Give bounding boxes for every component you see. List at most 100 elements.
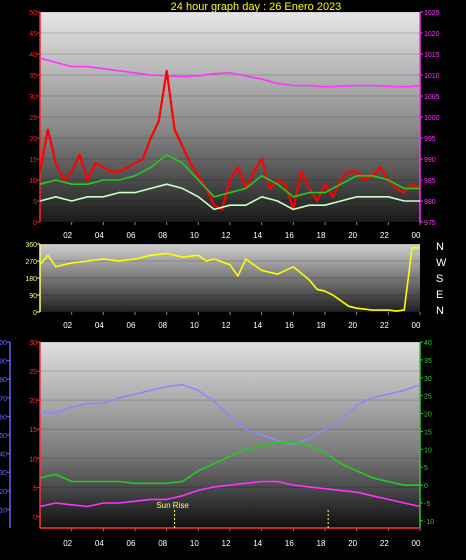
- y-tick-label: 5: [424, 465, 428, 472]
- compass-south: S: [436, 273, 444, 285]
- y-tick-label: 0: [33, 514, 37, 521]
- plot-background: [40, 12, 420, 222]
- y-tick-label: 25: [424, 394, 432, 401]
- y-tick-label: 10: [424, 447, 432, 454]
- y-tick-label: 10: [29, 456, 37, 463]
- y-tick-label: 30: [424, 376, 432, 383]
- y-tick-label: 1010: [424, 73, 440, 80]
- y-tick-label: 90: [29, 293, 37, 300]
- x-tick-label: 06: [127, 539, 136, 548]
- compass-north-top: N: [436, 241, 444, 253]
- plot-background: [40, 244, 420, 312]
- wind-direction-chart: 0 90 180 270 360 02 04 06 08 10 12 14 16 18 20 22 00: [25, 242, 421, 330]
- y-tick-label: 30: [29, 340, 37, 347]
- x-tick-label: 02: [63, 539, 72, 548]
- compass-west: W: [436, 257, 447, 269]
- y-tick-label: 975: [424, 220, 436, 227]
- y-tick-label: 50: [29, 10, 37, 17]
- temperature-humidity-chart: 102030405060708090100051015202530-10-505…: [0, 340, 434, 548]
- x-tick-label: 10: [190, 231, 199, 240]
- y-tick-label: 80: [0, 377, 7, 384]
- x-tick-label: 10: [190, 321, 199, 330]
- y-tick-label: 0: [424, 483, 428, 490]
- y-tick-label: -10: [424, 519, 434, 526]
- y-tick-label: 0: [33, 220, 37, 227]
- x-tick-label: 04: [95, 539, 104, 548]
- series-line-dewpoint: [39, 480, 421, 508]
- y-tick-label: 90: [0, 359, 7, 366]
- y-tick-label: 30: [0, 470, 7, 477]
- y-tick-label: 15: [29, 157, 37, 164]
- y-tick-label: 5: [33, 485, 37, 492]
- x-tick-label: 22: [380, 539, 389, 548]
- series-line-pressure: [39, 57, 421, 88]
- y-tick-label: 0: [33, 310, 37, 317]
- x-tick-label: 22: [380, 231, 389, 240]
- y-tick-label: 30: [29, 94, 37, 101]
- x-tick-label: 18: [317, 321, 326, 330]
- x-tick-label: 08: [158, 231, 167, 240]
- x-tick-label: 12: [222, 539, 231, 548]
- y-tick-label: 10: [0, 507, 7, 514]
- x-tick-label: 08: [158, 539, 167, 548]
- x-tick-label: 06: [127, 231, 136, 240]
- x-tick-label: 00: [412, 321, 421, 330]
- y-tick-label: -5: [424, 501, 430, 508]
- sun-rise-label: Sun Rise: [156, 501, 189, 510]
- x-tick-label: 12: [222, 231, 231, 240]
- x-tick-label: 14: [253, 231, 262, 240]
- y-tick-label: 1020: [424, 31, 440, 38]
- y-tick-label: 270: [25, 259, 37, 266]
- y-tick-label: 60: [0, 414, 7, 421]
- x-tick-label: 20: [348, 539, 357, 548]
- x-tick-label: 20: [348, 231, 357, 240]
- y-tick-label: 10: [29, 178, 37, 185]
- y-tick-label: 1000: [424, 115, 440, 122]
- x-tick-label: 14: [253, 539, 262, 548]
- y-tick-label: 180: [25, 276, 37, 283]
- y-tick-label: 1025: [424, 10, 440, 17]
- y-tick-label: 980: [424, 199, 436, 206]
- series-line-wind_smooth: [39, 154, 420, 198]
- y-tick-label: 35: [424, 358, 432, 365]
- y-tick-label: 15: [29, 427, 37, 434]
- y-tick-label: 40: [424, 340, 432, 347]
- y-tick-label: 20: [424, 412, 432, 419]
- x-tick-label: 18: [317, 539, 326, 548]
- y-tick-label: 35: [29, 73, 37, 80]
- y-tick-label: 15: [424, 429, 432, 436]
- y-tick-label: 50: [0, 433, 7, 440]
- y-tick-label: 20: [0, 489, 7, 496]
- plot-background: [40, 342, 420, 528]
- x-tick-label: 02: [63, 231, 72, 240]
- y-tick-label: 985: [424, 178, 436, 185]
- series-line-humidity: [40, 383, 421, 446]
- y-tick-label: 20: [29, 136, 37, 143]
- x-tick-label: 20: [348, 321, 357, 330]
- y-tick-label: 20: [29, 398, 37, 405]
- x-tick-label: 06: [127, 321, 136, 330]
- y-tick-label: 1015: [424, 52, 440, 59]
- x-tick-label: 12: [222, 321, 231, 330]
- compass-north-bottom: N: [436, 305, 444, 317]
- x-tick-label: 10: [190, 539, 199, 548]
- wind-pressure-chart: 0510152025303540455097598098599099510001…: [29, 10, 439, 240]
- series-line-wind_gust_light: [39, 183, 420, 211]
- series-line-direction: [39, 247, 420, 312]
- x-tick-label: 04: [95, 231, 104, 240]
- x-tick-label: 16: [285, 231, 294, 240]
- y-tick-label: 995: [424, 136, 436, 143]
- x-tick-label: 22: [380, 321, 389, 330]
- y-tick-label: 25: [29, 369, 37, 376]
- y-tick-label: 70: [0, 396, 7, 403]
- y-tick-label: 5: [33, 199, 37, 206]
- x-tick-label: 16: [285, 321, 294, 330]
- y-tick-label: 990: [424, 157, 436, 164]
- x-tick-label: 16: [285, 539, 294, 548]
- compass-east: E: [436, 289, 444, 301]
- y-tick-label: 100: [0, 340, 7, 347]
- y-tick-label: 40: [29, 52, 37, 59]
- x-tick-label: 00: [412, 539, 421, 548]
